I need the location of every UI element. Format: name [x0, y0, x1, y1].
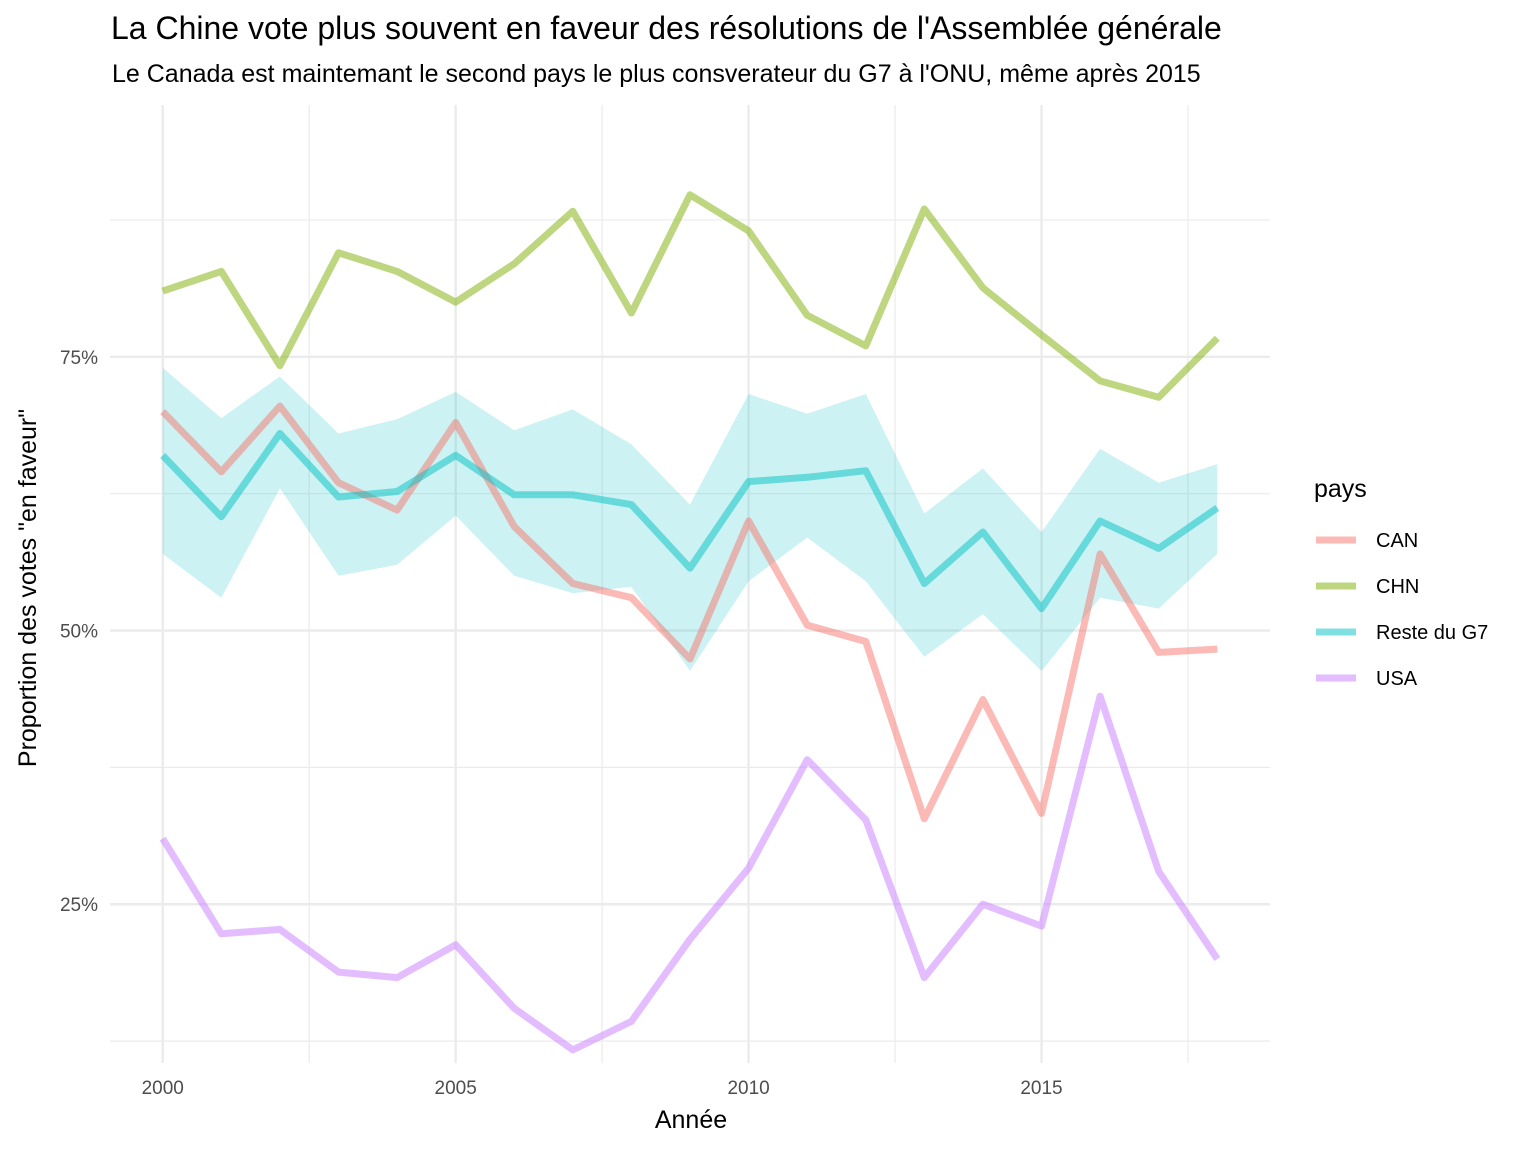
confidence-bands — [162, 367, 1218, 671]
series-line-chn — [161, 191, 1220, 401]
confidence-band — [162, 367, 1218, 671]
chart-subtitle: Le Canada est maintemant le second pays … — [112, 60, 1201, 88]
x-tick-label: 2005 — [435, 1078, 477, 1099]
series-line-can — [160, 402, 1218, 823]
legend-label-usa: USA — [1376, 668, 1418, 690]
y-tick-label: 50% — [60, 622, 98, 643]
x-axis-title: Année — [655, 1106, 727, 1134]
y-axis-title: Proportion des votes "en faveur" — [14, 409, 42, 767]
legend-label-chn: CHN — [1376, 576, 1419, 598]
legend-label-reste-du-g7: Reste du G7 — [1376, 622, 1488, 644]
series-line-reste-du-g7 — [160, 430, 1220, 613]
axes: 2000 2005 2010 2015 25% 50% 75% — [60, 348, 1063, 1099]
x-tick-label: 2000 — [142, 1078, 184, 1099]
legend: pays CAN CHN Reste du G7 USA — [1314, 475, 1488, 690]
legend-title: pays — [1314, 475, 1367, 503]
y-tick-label: 25% — [60, 895, 98, 916]
series-line-usa — [159, 692, 1221, 1054]
chart-title: La Chine vote plus souvent en faveur des… — [111, 10, 1222, 46]
series-lines — [159, 191, 1221, 1054]
legend-label-can: CAN — [1376, 530, 1418, 552]
x-tick-label: 2010 — [727, 1078, 769, 1099]
y-tick-label: 75% — [60, 348, 98, 369]
x-tick-label: 2015 — [1020, 1078, 1062, 1099]
grid-lines — [110, 105, 1270, 1063]
